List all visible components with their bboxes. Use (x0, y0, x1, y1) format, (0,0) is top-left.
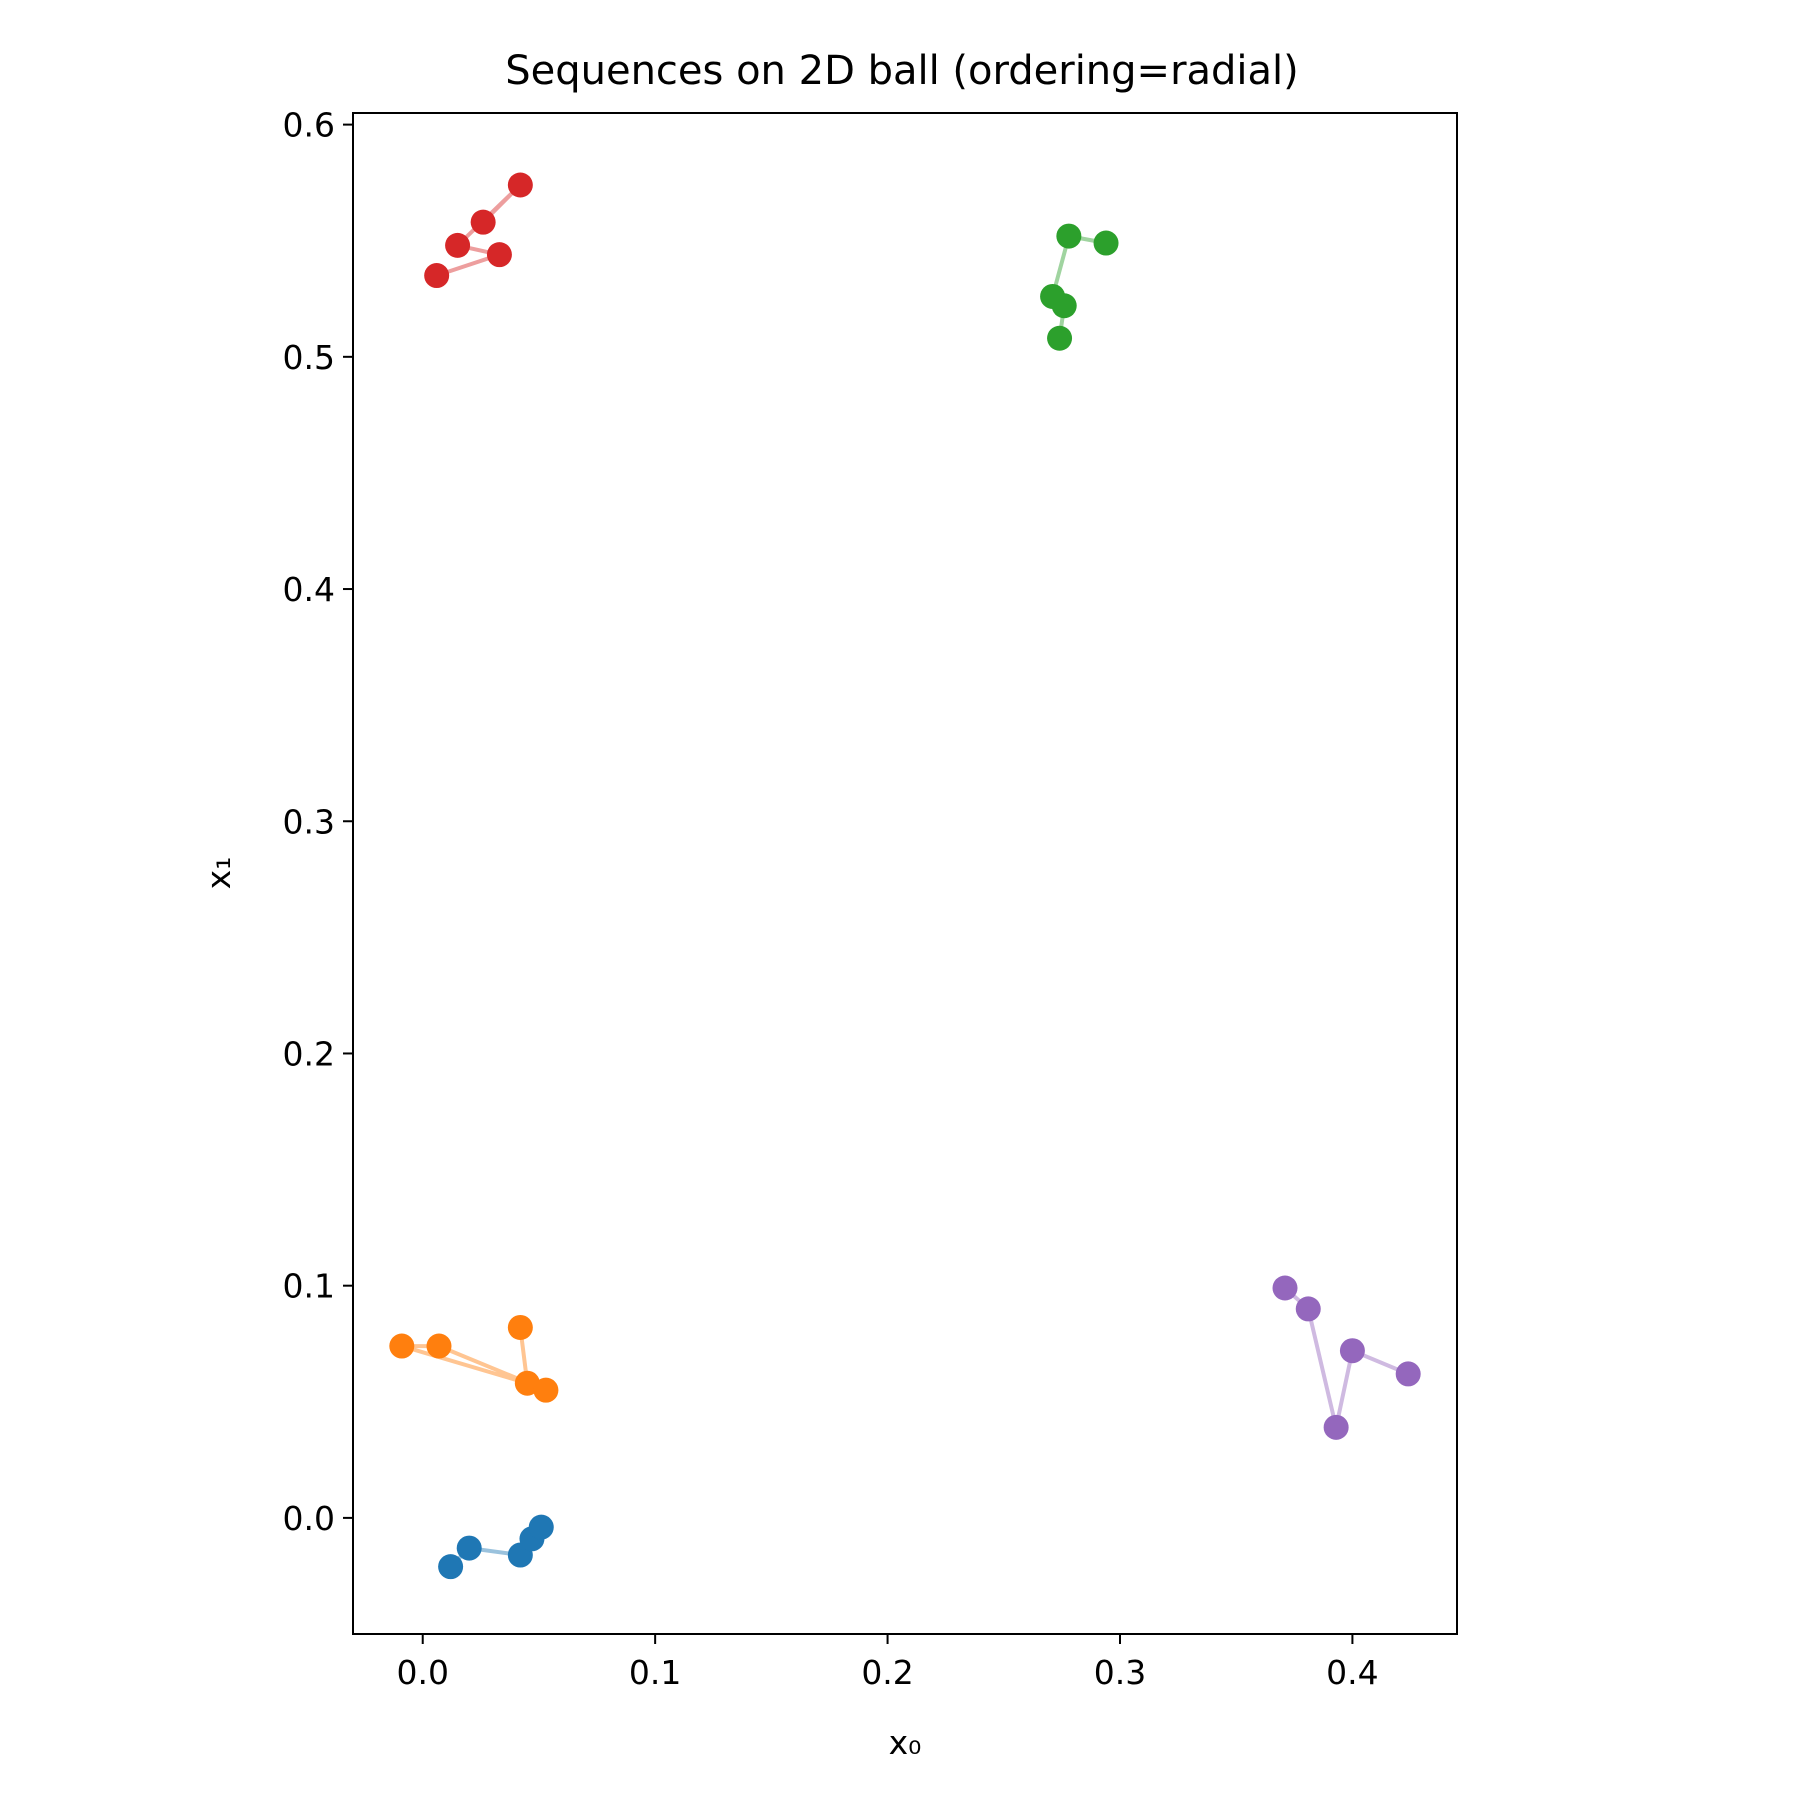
data-point (389, 1333, 415, 1359)
series-5 (1272, 1275, 1421, 1440)
data-point (426, 1333, 452, 1359)
x-tick-label: 0.4 (1326, 1653, 1378, 1692)
series-3 (1040, 223, 1119, 351)
y-tick-label: 0.2 (283, 1034, 335, 1073)
x-tick-label: 0.1 (629, 1653, 681, 1692)
x-tick-label: 0.2 (861, 1653, 913, 1692)
series-layer (389, 172, 1421, 1580)
data-point (1051, 293, 1077, 319)
data-point (507, 1314, 533, 1340)
y-axis: 0.0 0.1 0.2 0.3 0.4 0.5 0.6 (283, 106, 353, 1538)
series-4 (424, 172, 533, 289)
chart-title: Sequences on 2D ball (ordering=radial) (505, 48, 1299, 94)
data-point (1272, 1275, 1298, 1301)
plot-frame (352, 112, 1458, 1635)
x-axis: 0.0 0.1 0.2 0.3 0.4 (396, 1634, 1379, 1692)
data-point (486, 242, 512, 268)
x-tick-label: 0.3 (1094, 1653, 1146, 1692)
data-point (456, 1535, 482, 1561)
series-2 (389, 1314, 559, 1403)
y-axis-label: x₁ (199, 857, 238, 890)
x-axis-label: x₀ (889, 1723, 922, 1762)
data-point (1339, 1338, 1365, 1364)
data-point (470, 209, 496, 235)
y-tick-label: 0.0 (283, 1499, 335, 1538)
data-point (1395, 1361, 1421, 1387)
x-tick-label: 0.0 (396, 1653, 448, 1692)
y-tick-label: 0.1 (283, 1267, 335, 1306)
data-point (1093, 230, 1119, 256)
data-point (438, 1554, 464, 1580)
y-tick-label: 0.3 (283, 802, 335, 841)
data-point (1047, 325, 1073, 351)
data-point (533, 1377, 559, 1403)
data-point (528, 1514, 554, 1540)
data-point (424, 263, 450, 289)
series-1 (438, 1514, 554, 1580)
data-point (507, 172, 533, 198)
data-point (1056, 223, 1082, 249)
data-point (1323, 1414, 1349, 1440)
y-tick-label: 0.4 (283, 570, 335, 609)
data-point (445, 232, 471, 258)
data-point (1295, 1296, 1321, 1322)
y-tick-label: 0.6 (283, 106, 335, 145)
y-tick-label: 0.5 (283, 338, 335, 377)
